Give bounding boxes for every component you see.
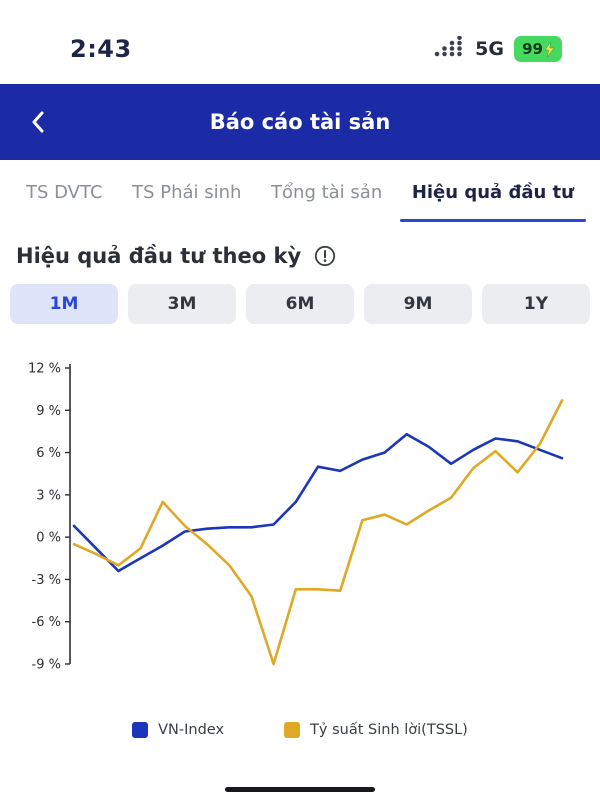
legend-label: Tỷ suất Sinh lời(TSSL) <box>310 722 468 738</box>
period-chip-1y[interactable]: 1Y <box>482 284 590 324</box>
svg-text:-3 %: -3 % <box>32 573 61 588</box>
battery-percent: 99 <box>522 40 543 58</box>
tab-bar: TS DVTC TS Phái sinh Tổng tài sản Hiệu q… <box>0 160 600 224</box>
tab-tong-tai-san[interactable]: Tổng tài sản <box>271 181 383 203</box>
legend-item-vnindex: VN-Index <box>132 722 224 738</box>
tab-ts-dvtc[interactable]: TS DVTC <box>26 181 103 203</box>
performance-line-chart: 12 % 9 % 6 % 3 % 0 % -3 % -6 % -9 % <box>24 354 576 688</box>
svg-text:9 %: 9 % <box>36 404 61 419</box>
signal-strength-icon <box>433 35 465 62</box>
svg-text:-6 %: -6 % <box>32 615 61 630</box>
tab-hieu-qua-dau-tu[interactable]: Hiệu quả đầu tư <box>399 160 587 224</box>
period-chip-1m[interactable]: 1M <box>10 284 118 324</box>
period-chip-9m[interactable]: 9M <box>364 284 472 324</box>
period-chip-6m[interactable]: 6M <box>246 284 354 324</box>
app-header: Báo cáo tài sản <box>0 84 600 160</box>
period-selector: 1M 3M 6M 9M 1Y <box>0 284 600 324</box>
status-right-cluster: 5G 99 <box>433 35 562 62</box>
svg-text:-9 %: -9 % <box>32 658 61 673</box>
tab-ts-phai-sinh[interactable]: TS Phái sinh <box>132 181 242 203</box>
back-button[interactable] <box>16 84 60 160</box>
section-header: Hiệu quả đầu tư theo kỳ <box>0 224 600 284</box>
battery-indicator: 99 <box>514 36 562 62</box>
legend-item-tssl: Tỷ suất Sinh lời(TSSL) <box>284 722 468 738</box>
period-chip-3m[interactable]: 3M <box>128 284 236 324</box>
network-type-label: 5G <box>475 38 504 60</box>
svg-text:3 %: 3 % <box>36 488 61 503</box>
home-indicator[interactable] <box>225 787 375 792</box>
svg-text:6 %: 6 % <box>36 446 61 461</box>
section-title: Hiệu quả đầu tư theo kỳ <box>16 244 302 268</box>
chart-legend: VN-Index Tỷ suất Sinh lời(TSSL) <box>0 722 600 738</box>
legend-label: VN-Index <box>158 722 225 738</box>
status-time: 2:43 <box>70 35 132 63</box>
info-icon[interactable] <box>313 244 337 268</box>
tssl-swatch-icon <box>284 722 301 738</box>
svg-text:0 %: 0 % <box>36 531 61 546</box>
svg-text:12 %: 12 % <box>28 362 61 377</box>
vnindex-swatch-icon <box>132 722 149 738</box>
lightning-bolt-icon <box>544 41 554 57</box>
chevron-left-icon <box>32 111 44 133</box>
page-title: Báo cáo tài sản <box>209 110 391 134</box>
status-bar: 2:43 5G 99 <box>0 0 600 84</box>
chart-svg: 12 % 9 % 6 % 3 % 0 % -3 % -6 % -9 % <box>28 362 564 673</box>
